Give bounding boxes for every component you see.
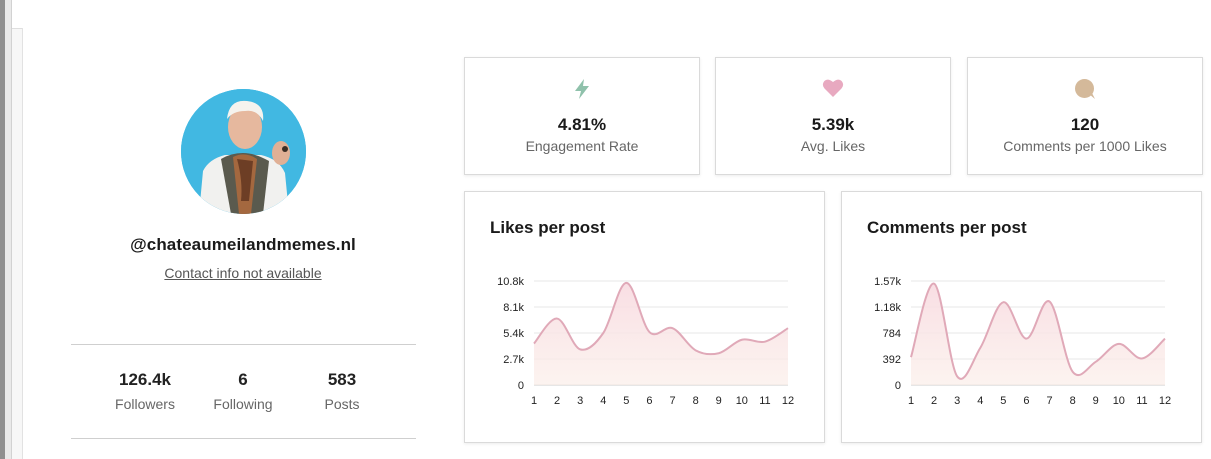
data-point[interactable] [1023, 336, 1029, 342]
avatar-image [181, 89, 306, 214]
x-tick-label: 5 [623, 395, 629, 407]
y-tick-label: 0 [518, 380, 524, 392]
data-point[interactable] [716, 350, 722, 356]
data-point[interactable] [739, 337, 745, 343]
x-tick-label: 12 [782, 395, 794, 407]
stats-divider-bottom [71, 438, 416, 439]
y-tick-label: 5.4k [503, 328, 524, 340]
avg-likes-value: 5.39k [811, 115, 855, 134]
data-point[interactable] [977, 345, 983, 351]
x-tick-label: 3 [954, 395, 960, 407]
engagement-rate-value: 4.81% [557, 115, 607, 134]
comment-icon [968, 78, 1202, 100]
data-point[interactable] [646, 329, 652, 335]
likes-per-post-card: Likes per post 0 2.7k 5.4k 8.1k 10.8k 1 2 3 4 5 6 7… [464, 191, 825, 443]
data-point[interactable] [670, 325, 676, 331]
data-point[interactable] [908, 354, 914, 360]
comments-ratio-card: 120 Comments per 1000 Likes [967, 57, 1203, 175]
x-tick-label: 9 [1093, 395, 1099, 407]
likes-chart-title: Likes per post [490, 218, 606, 237]
heart-icon [716, 78, 950, 98]
data-point[interactable] [1162, 336, 1168, 342]
data-point[interactable] [693, 347, 699, 353]
x-tick-label: 1 [908, 395, 914, 407]
data-point[interactable] [554, 316, 560, 322]
posts-count: 583 [327, 370, 357, 389]
x-tick-label: 4 [977, 395, 983, 407]
y-tick-label: 10.8k [497, 276, 524, 288]
x-tick-label: 8 [1070, 395, 1076, 407]
series-area [534, 282, 788, 385]
x-tick-label: 3 [577, 395, 583, 407]
posts-label: Posts [324, 396, 360, 412]
avg-likes-card: 5.39k Avg. Likes [715, 57, 951, 175]
following-label: Following [213, 396, 273, 412]
y-tick-label: 8.1k [503, 302, 524, 314]
stat-following: 6 Following [193, 370, 293, 412]
y-tick-label: 784 [883, 328, 901, 340]
stat-followers: 126.4k Followers [95, 370, 195, 412]
x-tick-label: 10 [736, 395, 748, 407]
series-line [533, 281, 789, 356]
contact-info-link[interactable]: Contact info not available [164, 265, 322, 281]
comments-ratio-value: 120 [1070, 115, 1100, 134]
data-point[interactable] [1116, 341, 1122, 347]
comments-per-post-card: Comments per post 0 392 784 1.18k 1.57k 1 2 3 4 5… [841, 191, 1202, 443]
y-tick-label: 2.7k [503, 354, 524, 366]
data-point[interactable] [577, 346, 583, 352]
series-area [911, 283, 1165, 385]
x-tick-label: 5 [1000, 395, 1006, 407]
x-tick-label: 10 [1113, 395, 1125, 407]
y-tick-label: 392 [883, 354, 901, 366]
data-point[interactable] [762, 339, 768, 345]
stats-divider-top [71, 344, 416, 345]
avg-likes-label: Avg. Likes [800, 138, 866, 154]
x-tick-label: 12 [1159, 395, 1171, 407]
x-tick-label: 1 [531, 395, 537, 407]
y-tick-label: 1.18k [874, 302, 901, 314]
x-tick-label: 9 [716, 395, 722, 407]
x-tick-label: 4 [600, 395, 606, 407]
data-point[interactable] [785, 325, 791, 331]
data-point[interactable] [1047, 299, 1053, 305]
x-tick-label: 11 [759, 395, 770, 407]
following-count: 6 [238, 370, 248, 389]
data-point[interactable] [1070, 369, 1076, 375]
data-point[interactable] [1139, 356, 1145, 362]
x-tick-label: 11 [1136, 395, 1147, 407]
x-tick-label: 2 [554, 395, 560, 407]
engagement-rate-card: 4.81% Engagement Rate [464, 57, 700, 175]
y-tick-label: 0 [895, 380, 901, 392]
x-tick-label: 8 [693, 395, 699, 407]
x-tick-label: 6 [646, 395, 652, 407]
x-tick-label: 2 [931, 395, 937, 407]
followers-label: Followers [115, 396, 175, 412]
followers-count: 126.4k [119, 370, 171, 389]
stat-posts: 583 Posts [292, 370, 392, 412]
engagement-rate-label: Engagement Rate [525, 138, 639, 154]
series-line [910, 282, 1166, 380]
profile-username: @chateaumeilandmemes.nl [130, 235, 356, 254]
window-edge [0, 0, 5, 459]
data-point[interactable] [1000, 299, 1006, 305]
data-point[interactable] [600, 330, 606, 336]
x-tick-label: 6 [1023, 395, 1029, 407]
window-border [5, 0, 12, 459]
data-point[interactable] [623, 280, 629, 286]
data-point[interactable] [1093, 359, 1099, 365]
avatar [181, 89, 306, 214]
lightning-icon [465, 78, 699, 100]
x-tick-label: 7 [669, 395, 675, 407]
data-point[interactable] [931, 281, 937, 287]
top-bar [12, 0, 1211, 29]
comments-chart-title: Comments per post [867, 218, 1027, 237]
data-point[interactable] [531, 341, 537, 347]
y-tick-label: 1.57k [874, 276, 901, 288]
x-tick-label: 7 [1046, 395, 1052, 407]
data-point[interactable] [954, 373, 960, 379]
comments-ratio-label: Comments per 1000 Likes [1003, 138, 1167, 154]
